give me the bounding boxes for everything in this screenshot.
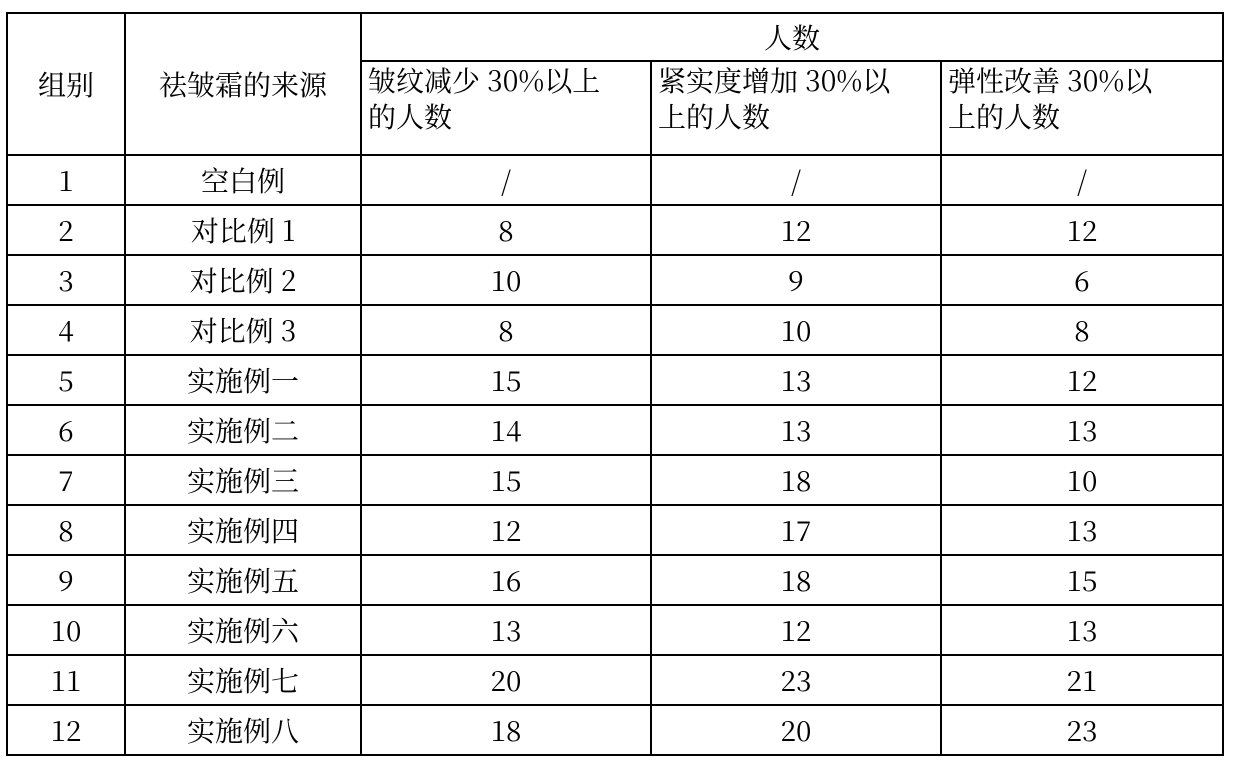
cell-group: 11 xyxy=(7,655,125,705)
table-header: 组别 祛皱霜的来源 人数 皱纹减少 30%以上 的人数 紧实度增加 30%以 上… xyxy=(7,13,1223,155)
data-table-container: 组别 祛皱霜的来源 人数 皱纹减少 30%以上 的人数 紧实度增加 30%以 上… xyxy=(0,0,1224,756)
cell-elasticity: 13 xyxy=(941,405,1223,455)
cell-wrinkle: 15 xyxy=(361,455,651,505)
cell-elasticity: / xyxy=(941,155,1223,205)
table-row: 4 对比例 3 8 10 8 xyxy=(7,305,1223,355)
table-body: 1 空白例 / / / 2 对比例 1 8 12 12 3 对比例 2 10 9… xyxy=(7,155,1223,755)
cell-wrinkle: 18 xyxy=(361,705,651,755)
cell-group: 2 xyxy=(7,205,125,255)
cell-firmness: 18 xyxy=(651,455,941,505)
cell-source: 对比例 3 xyxy=(125,305,361,355)
cell-source: 实施例三 xyxy=(125,455,361,505)
cell-source: 实施例六 xyxy=(125,605,361,655)
cell-elasticity: 13 xyxy=(941,605,1223,655)
table-row: 10 实施例六 13 12 13 xyxy=(7,605,1223,655)
cell-group: 7 xyxy=(7,455,125,505)
cell-elasticity: 12 xyxy=(941,205,1223,255)
cell-source: 空白例 xyxy=(125,155,361,205)
cell-source: 实施例七 xyxy=(125,655,361,705)
cell-source: 实施例八 xyxy=(125,705,361,755)
table-row: 12 实施例八 18 20 23 xyxy=(7,705,1223,755)
header-wrinkle-line2: 的人数 xyxy=(368,98,646,134)
header-elasticity: 弹性改善 30%以 上的人数 xyxy=(941,61,1223,155)
header-firmness-line2: 上的人数 xyxy=(658,98,936,134)
table-row: 11 实施例七 20 23 21 xyxy=(7,655,1223,705)
cell-firmness: / xyxy=(651,155,941,205)
cell-elasticity: 8 xyxy=(941,305,1223,355)
cell-elasticity: 23 xyxy=(941,705,1223,755)
cell-group: 4 xyxy=(7,305,125,355)
cell-firmness: 20 xyxy=(651,705,941,755)
cell-source: 实施例二 xyxy=(125,405,361,455)
table-row: 6 实施例二 14 13 13 xyxy=(7,405,1223,455)
cell-group: 3 xyxy=(7,255,125,305)
cell-wrinkle: 15 xyxy=(361,355,651,405)
cell-firmness: 12 xyxy=(651,605,941,655)
cell-group: 1 xyxy=(7,155,125,205)
header-firmness: 紧实度增加 30%以 上的人数 xyxy=(651,61,941,155)
table-row: 7 实施例三 15 18 10 xyxy=(7,455,1223,505)
header-elasticity-line1: 弹性改善 30%以 xyxy=(948,62,1218,98)
table-row: 3 对比例 2 10 9 6 xyxy=(7,255,1223,305)
cell-firmness: 13 xyxy=(651,405,941,455)
cell-elasticity: 6 xyxy=(941,255,1223,305)
cell-firmness: 10 xyxy=(651,305,941,355)
cell-group: 9 xyxy=(7,555,125,605)
cell-firmness: 13 xyxy=(651,355,941,405)
cell-group: 6 xyxy=(7,405,125,455)
cell-source: 对比例 2 xyxy=(125,255,361,305)
header-firmness-line1: 紧实度增加 30%以 xyxy=(658,62,936,98)
cell-group: 10 xyxy=(7,605,125,655)
cell-wrinkle: 8 xyxy=(361,305,651,355)
cell-wrinkle: 8 xyxy=(361,205,651,255)
data-table: 组别 祛皱霜的来源 人数 皱纹减少 30%以上 的人数 紧实度增加 30%以 上… xyxy=(6,12,1224,756)
table-row: 9 实施例五 16 18 15 xyxy=(7,555,1223,605)
cell-firmness: 12 xyxy=(651,205,941,255)
cell-firmness: 18 xyxy=(651,555,941,605)
cell-group: 12 xyxy=(7,705,125,755)
table-row: 1 空白例 / / / xyxy=(7,155,1223,205)
table-row: 8 实施例四 12 17 13 xyxy=(7,505,1223,555)
header-wrinkle-line1: 皱纹减少 30%以上 xyxy=(368,62,646,98)
header-people: 人数 xyxy=(361,13,1223,61)
header-source: 祛皱霜的来源 xyxy=(125,13,361,155)
header-elasticity-line2: 上的人数 xyxy=(948,98,1218,134)
cell-wrinkle: 12 xyxy=(361,505,651,555)
cell-elasticity: 13 xyxy=(941,505,1223,555)
cell-firmness: 9 xyxy=(651,255,941,305)
cell-source: 实施例一 xyxy=(125,355,361,405)
header-group: 组别 xyxy=(7,13,125,155)
cell-elasticity: 15 xyxy=(941,555,1223,605)
cell-elasticity: 12 xyxy=(941,355,1223,405)
cell-wrinkle: / xyxy=(361,155,651,205)
cell-wrinkle: 20 xyxy=(361,655,651,705)
cell-wrinkle: 14 xyxy=(361,405,651,455)
cell-group: 5 xyxy=(7,355,125,405)
cell-elasticity: 21 xyxy=(941,655,1223,705)
cell-wrinkle: 16 xyxy=(361,555,651,605)
table-row: 2 对比例 1 8 12 12 xyxy=(7,205,1223,255)
table-row: 5 实施例一 15 13 12 xyxy=(7,355,1223,405)
cell-wrinkle: 10 xyxy=(361,255,651,305)
cell-source: 对比例 1 xyxy=(125,205,361,255)
cell-source: 实施例五 xyxy=(125,555,361,605)
cell-elasticity: 10 xyxy=(941,455,1223,505)
cell-firmness: 17 xyxy=(651,505,941,555)
cell-group: 8 xyxy=(7,505,125,555)
cell-wrinkle: 13 xyxy=(361,605,651,655)
header-wrinkle: 皱纹减少 30%以上 的人数 xyxy=(361,61,651,155)
cell-firmness: 23 xyxy=(651,655,941,705)
cell-source: 实施例四 xyxy=(125,505,361,555)
